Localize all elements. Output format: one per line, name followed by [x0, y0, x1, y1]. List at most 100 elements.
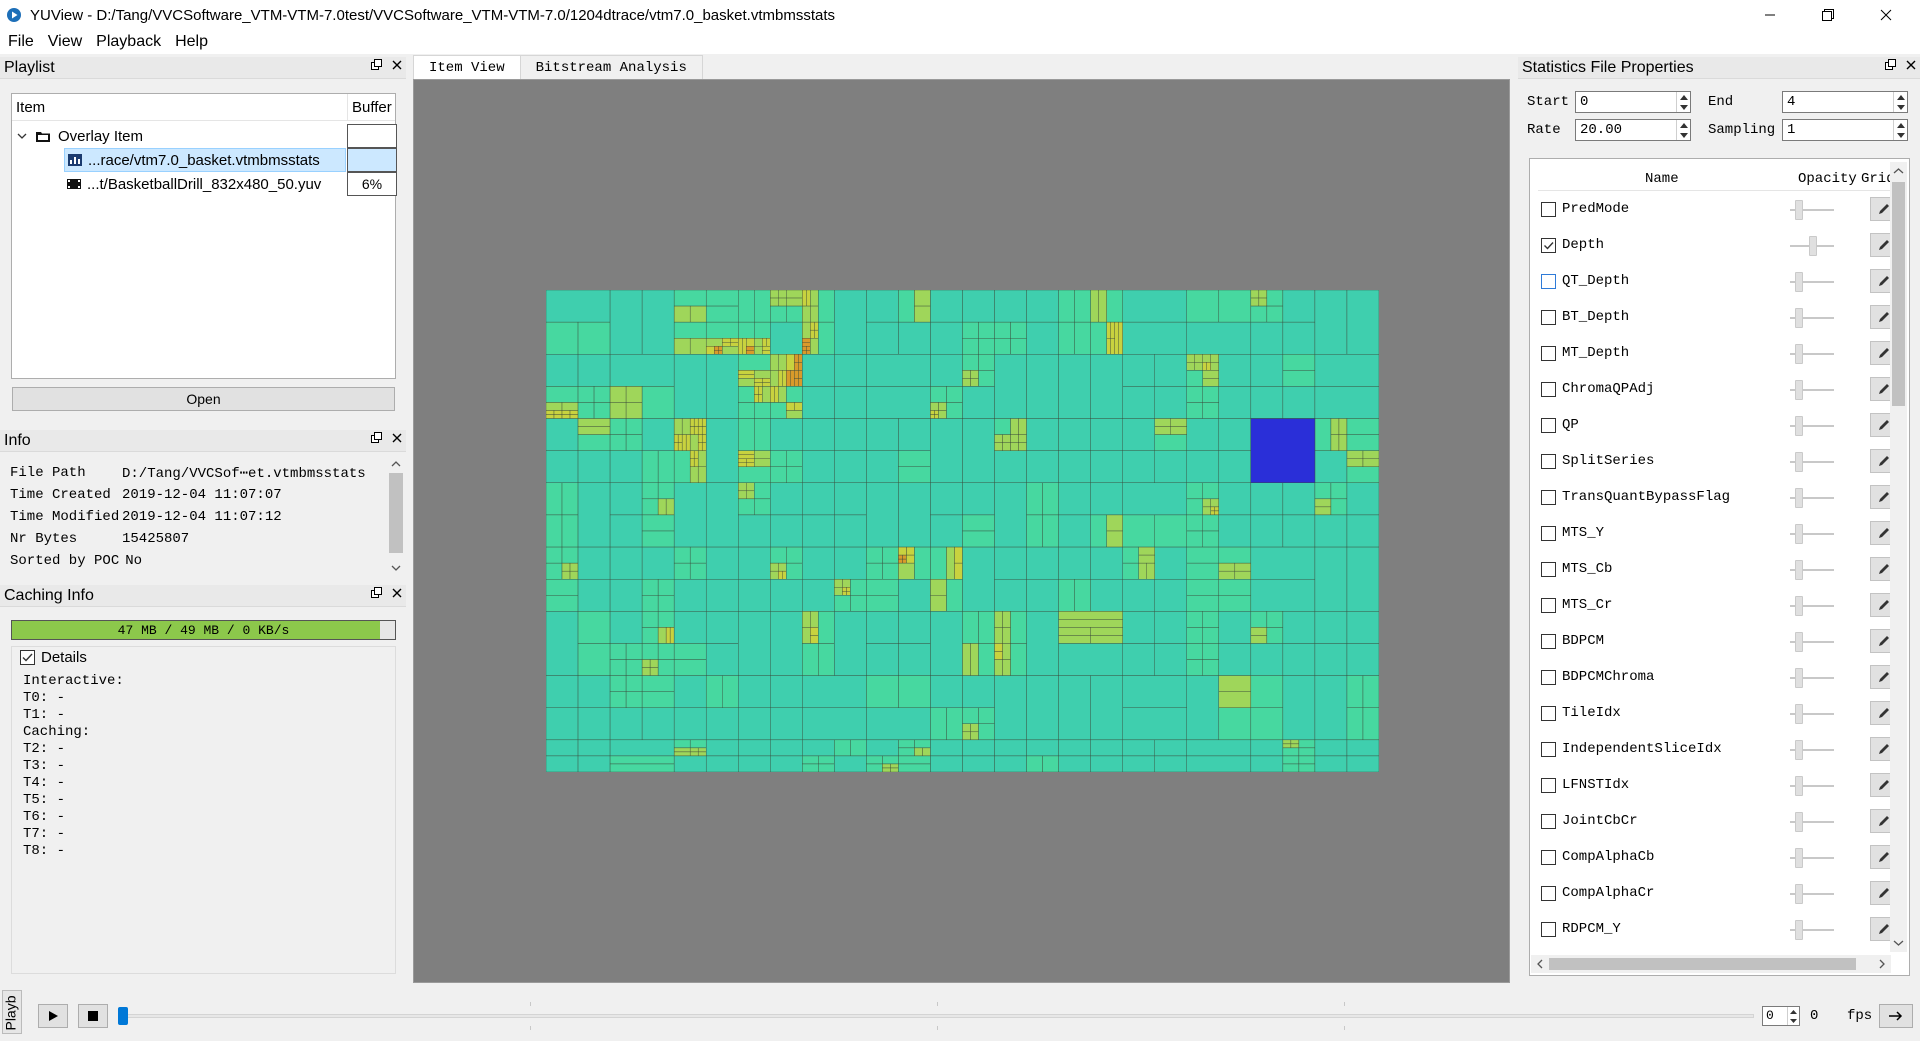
menu-view[interactable]: View: [47, 33, 83, 50]
stats-vertical-scrollbar[interactable]: [1890, 162, 1907, 952]
opacity-slider[interactable]: [1790, 857, 1834, 859]
sampling-spinbox[interactable]: 1: [1782, 119, 1908, 141]
checkbox-icon[interactable]: [1541, 526, 1556, 541]
stat-row-transquantbypassflag[interactable]: TransQuantBypassFlag: [1530, 482, 1898, 512]
opacity-slider[interactable]: [1790, 605, 1834, 607]
opacity-slider[interactable]: [1790, 209, 1834, 211]
opacity-slider[interactable]: [1790, 353, 1834, 355]
playback-dock-tab[interactable]: Playb: [2, 990, 22, 1034]
spin-up-icon[interactable]: [1790, 1009, 1797, 1014]
checkbox-icon[interactable]: [1541, 742, 1556, 757]
close-icon[interactable]: [1906, 60, 1916, 70]
opacity-slider[interactable]: [1790, 461, 1834, 463]
statistics-list[interactable]: Name Opacity Grid PredMode Depth QT_Depth B…: [1529, 158, 1910, 976]
frame-spinbox[interactable]: 0: [1762, 1006, 1800, 1026]
opacity-slider[interactable]: [1790, 821, 1834, 823]
restore-button[interactable]: [1799, 0, 1857, 30]
opacity-slider[interactable]: [1790, 281, 1834, 283]
stat-row-bdpcm[interactable]: BDPCM: [1530, 626, 1898, 656]
tab-item-view[interactable]: Item View: [413, 55, 521, 79]
checkbox-icon[interactable]: [1541, 346, 1556, 361]
depth-overlay-frame[interactable]: [546, 290, 1379, 772]
checkbox-icon[interactable]: [1541, 310, 1556, 325]
spin-up-icon[interactable]: [1679, 122, 1688, 128]
stat-row-qt-depth[interactable]: QT_Depth: [1530, 266, 1898, 296]
opacity-slider[interactable]: [1790, 641, 1834, 643]
checkbox-icon[interactable]: [1541, 706, 1556, 721]
column-item-header[interactable]: Item: [16, 99, 46, 116]
scroll-down-icon[interactable]: [387, 561, 405, 575]
checkbox-icon[interactable]: [1541, 850, 1556, 865]
opacity-slider[interactable]: [1790, 893, 1834, 895]
checkbox-icon[interactable]: [1541, 202, 1556, 217]
checkbox-icon[interactable]: [1541, 274, 1556, 289]
details-checkbox-row[interactable]: Details: [20, 647, 91, 667]
scroll-thumb[interactable]: [389, 473, 403, 553]
rate-spinbox[interactable]: 20.00: [1575, 119, 1691, 141]
frame-slider[interactable]: [118, 1014, 1754, 1018]
close-window-button[interactable]: [1857, 0, 1915, 30]
opacity-slider[interactable]: [1790, 389, 1834, 391]
playlist-item-stats[interactable]: ...race/vtm7.0_basket.vtmbmsstats: [64, 148, 346, 172]
stat-row-splitseries[interactable]: SplitSeries: [1530, 446, 1898, 476]
play-button[interactable]: [38, 1004, 68, 1028]
repeat-mode-button[interactable]: [1879, 1004, 1913, 1028]
checkbox-checked-icon[interactable]: [1541, 238, 1556, 253]
opacity-slider[interactable]: [1790, 425, 1834, 427]
checkbox-icon[interactable]: [1541, 382, 1556, 397]
opacity-slider[interactable]: [1790, 569, 1834, 571]
stats-horizontal-scrollbar[interactable]: [1531, 955, 1891, 973]
spin-down-icon[interactable]: [1679, 104, 1688, 110]
opacity-slider-handle[interactable]: [1809, 236, 1817, 256]
stat-row-predmode[interactable]: PredMode: [1530, 194, 1898, 224]
stat-row-depth[interactable]: Depth: [1530, 230, 1898, 260]
opacity-slider-handle[interactable]: [1795, 452, 1803, 472]
checkbox-icon[interactable]: [1541, 634, 1556, 649]
stat-row-compalphacr[interactable]: CompAlphaCr: [1530, 878, 1898, 908]
scroll-thumb[interactable]: [1549, 958, 1856, 970]
scroll-right-icon[interactable]: [1875, 955, 1889, 973]
scroll-left-icon[interactable]: [1533, 955, 1547, 973]
float-icon[interactable]: [1885, 59, 1896, 70]
opacity-slider-handle[interactable]: [1795, 200, 1803, 220]
opacity-slider-handle[interactable]: [1795, 776, 1803, 796]
info-scrollbar[interactable]: [387, 455, 405, 577]
opacity-slider[interactable]: [1790, 677, 1834, 679]
opacity-slider-handle[interactable]: [1795, 884, 1803, 904]
scroll-down-icon[interactable]: [1890, 936, 1907, 950]
start-spinbox[interactable]: 0: [1575, 91, 1691, 113]
opacity-slider-handle[interactable]: [1795, 308, 1803, 328]
opacity-slider-handle[interactable]: [1795, 812, 1803, 832]
item-view-canvas[interactable]: [413, 79, 1510, 983]
opacity-slider-handle[interactable]: [1795, 632, 1803, 652]
checkbox-icon[interactable]: [1541, 922, 1556, 937]
close-icon[interactable]: [392, 60, 402, 70]
stat-row-lfnstidx[interactable]: LFNSTIdx: [1530, 770, 1898, 800]
stat-row-mts-cr[interactable]: MTS_Cr: [1530, 590, 1898, 620]
checkbox-checked-icon[interactable]: [20, 649, 35, 665]
opacity-slider[interactable]: [1790, 713, 1834, 715]
spin-down-icon[interactable]: [1896, 104, 1905, 110]
opacity-slider-handle[interactable]: [1795, 380, 1803, 400]
stat-row-independentsliceidx[interactable]: IndependentSliceIdx: [1530, 734, 1898, 764]
stat-row-mts-cb[interactable]: MTS_Cb: [1530, 554, 1898, 584]
end-spinbox[interactable]: 4: [1782, 91, 1908, 113]
close-icon[interactable]: [392, 433, 402, 443]
chevron-down-icon[interactable]: [16, 130, 28, 142]
stat-row-compalphacb[interactable]: CompAlphaCb: [1530, 842, 1898, 872]
playlist-tree[interactable]: Item Buffer Overlay Item ...race/vtm7.0_…: [11, 93, 397, 379]
stat-row-bt-depth[interactable]: BT_Depth: [1530, 302, 1898, 332]
opacity-slider-handle[interactable]: [1795, 704, 1803, 724]
float-icon[interactable]: [371, 587, 382, 598]
opacity-slider-handle[interactable]: [1795, 488, 1803, 508]
opacity-slider[interactable]: [1790, 317, 1834, 319]
scroll-thumb[interactable]: [1892, 182, 1905, 406]
checkbox-icon[interactable]: [1541, 598, 1556, 613]
frame-slider-handle[interactable]: [118, 1007, 128, 1025]
opacity-slider-handle[interactable]: [1795, 668, 1803, 688]
checkbox-icon[interactable]: [1541, 886, 1556, 901]
spin-down-icon[interactable]: [1679, 132, 1688, 138]
float-icon[interactable]: [371, 59, 382, 70]
opacity-slider-handle[interactable]: [1795, 524, 1803, 544]
stat-row-jointcbcr[interactable]: JointCbCr: [1530, 806, 1898, 836]
